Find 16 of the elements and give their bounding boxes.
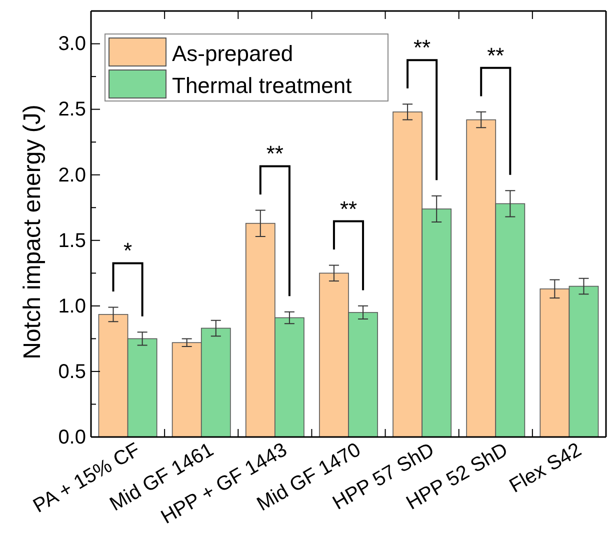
- y-tick-label: 2.0: [58, 164, 86, 186]
- y-tick-label: 3.0: [58, 33, 86, 56]
- annotation: **: [414, 35, 432, 60]
- x-tick-label: Flex S42: [506, 438, 586, 498]
- y-axis-title: Notch impact energy (J): [19, 104, 46, 360]
- annotation: *: [124, 238, 133, 264]
- y-tick-label: 0.5: [58, 360, 86, 383]
- y-tick-label: 1.5: [58, 230, 86, 252]
- y-tick-label: 1.0: [58, 295, 86, 318]
- y-tick-label: 0.0: [58, 426, 86, 448]
- annotation: **: [487, 42, 505, 68]
- legend-label: As-prepared: [172, 41, 294, 66]
- y-tick-label: 2.5: [58, 98, 86, 121]
- annotation: **: [340, 196, 358, 222]
- legend-label: Thermal treatment: [172, 73, 352, 98]
- annotation: **: [266, 141, 284, 166]
